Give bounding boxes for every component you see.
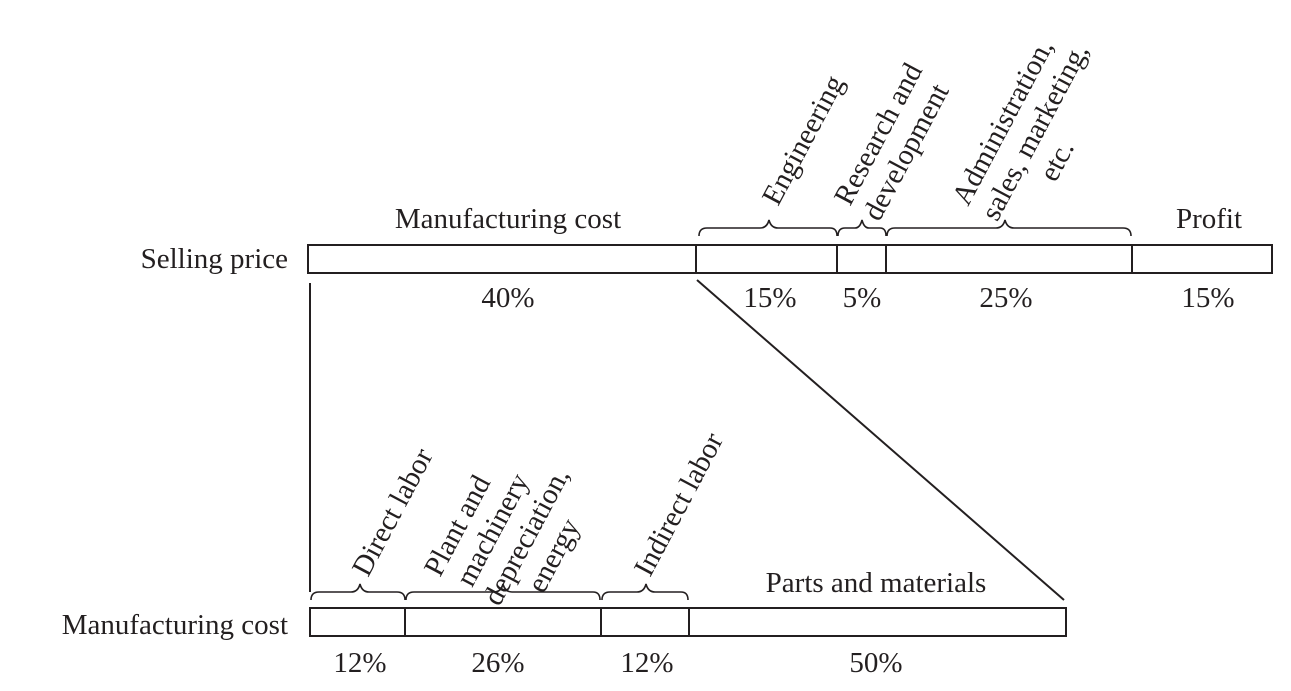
- brace-administration: [886, 219, 1132, 237]
- percent-research-development: 5%: [843, 282, 882, 314]
- selling-price-bar: [307, 244, 1273, 274]
- selling-price-row-label: Selling price: [141, 243, 288, 275]
- segment-label-profit: Profit: [1176, 203, 1242, 235]
- segment-label-plant-machinery: Plant and machinery depreciation, energy: [418, 425, 609, 628]
- brace-plant-machinery: [405, 583, 601, 601]
- percent-engineering: 15%: [743, 282, 796, 314]
- segment-label-indirect-labor: Indirect labor: [628, 427, 730, 581]
- brace-research-development: [837, 219, 887, 237]
- segment-label-manufacturing-cost: Manufacturing cost: [395, 203, 621, 235]
- manufacturing-cost-row-label: Manufacturing cost: [62, 609, 288, 641]
- brace-indirect-labor: [601, 583, 689, 601]
- percent-profit: 15%: [1181, 282, 1234, 314]
- percent-administration: 25%: [979, 282, 1032, 314]
- segment-label-administration: Administration, sales, marketing, etc.: [946, 16, 1128, 241]
- segment-label-research-development: Research and development: [828, 52, 962, 226]
- percent-plant-machinery: 26%: [471, 647, 524, 679]
- percent-parts-materials: 50%: [849, 647, 902, 679]
- selling-price-bar-outline: [307, 244, 1273, 274]
- brace-direct-labor: [310, 583, 406, 601]
- expansion-line-right: [696, 279, 1065, 601]
- segment-label-parts-materials: Parts and materials: [766, 567, 987, 599]
- percent-manufacturing-cost: 40%: [481, 282, 534, 314]
- percent-indirect-labor: 12%: [620, 647, 673, 679]
- brace-engineering: [698, 219, 838, 237]
- manufacturing-cost-bar: [309, 607, 1067, 637]
- percent-direct-labor: 12%: [333, 647, 386, 679]
